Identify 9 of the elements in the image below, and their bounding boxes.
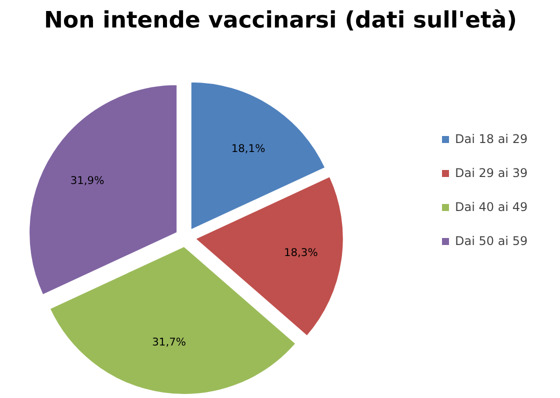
chart-title: Non intende vaccinarsi (dati sull'età): [44, 8, 517, 34]
data-label: 18,1%: [231, 142, 266, 156]
legend-label: Dai 29 ai 39: [455, 166, 528, 180]
data-label: 31,7%: [152, 335, 186, 348]
legend-label: Dai 18 ai 29: [455, 132, 528, 146]
legend-label: Dai 40 ai 49: [455, 200, 528, 214]
data-label: 31,9%: [70, 174, 104, 188]
data-label: 18,3%: [284, 246, 318, 259]
legend-label: Dai 50 ai 59: [455, 234, 528, 248]
